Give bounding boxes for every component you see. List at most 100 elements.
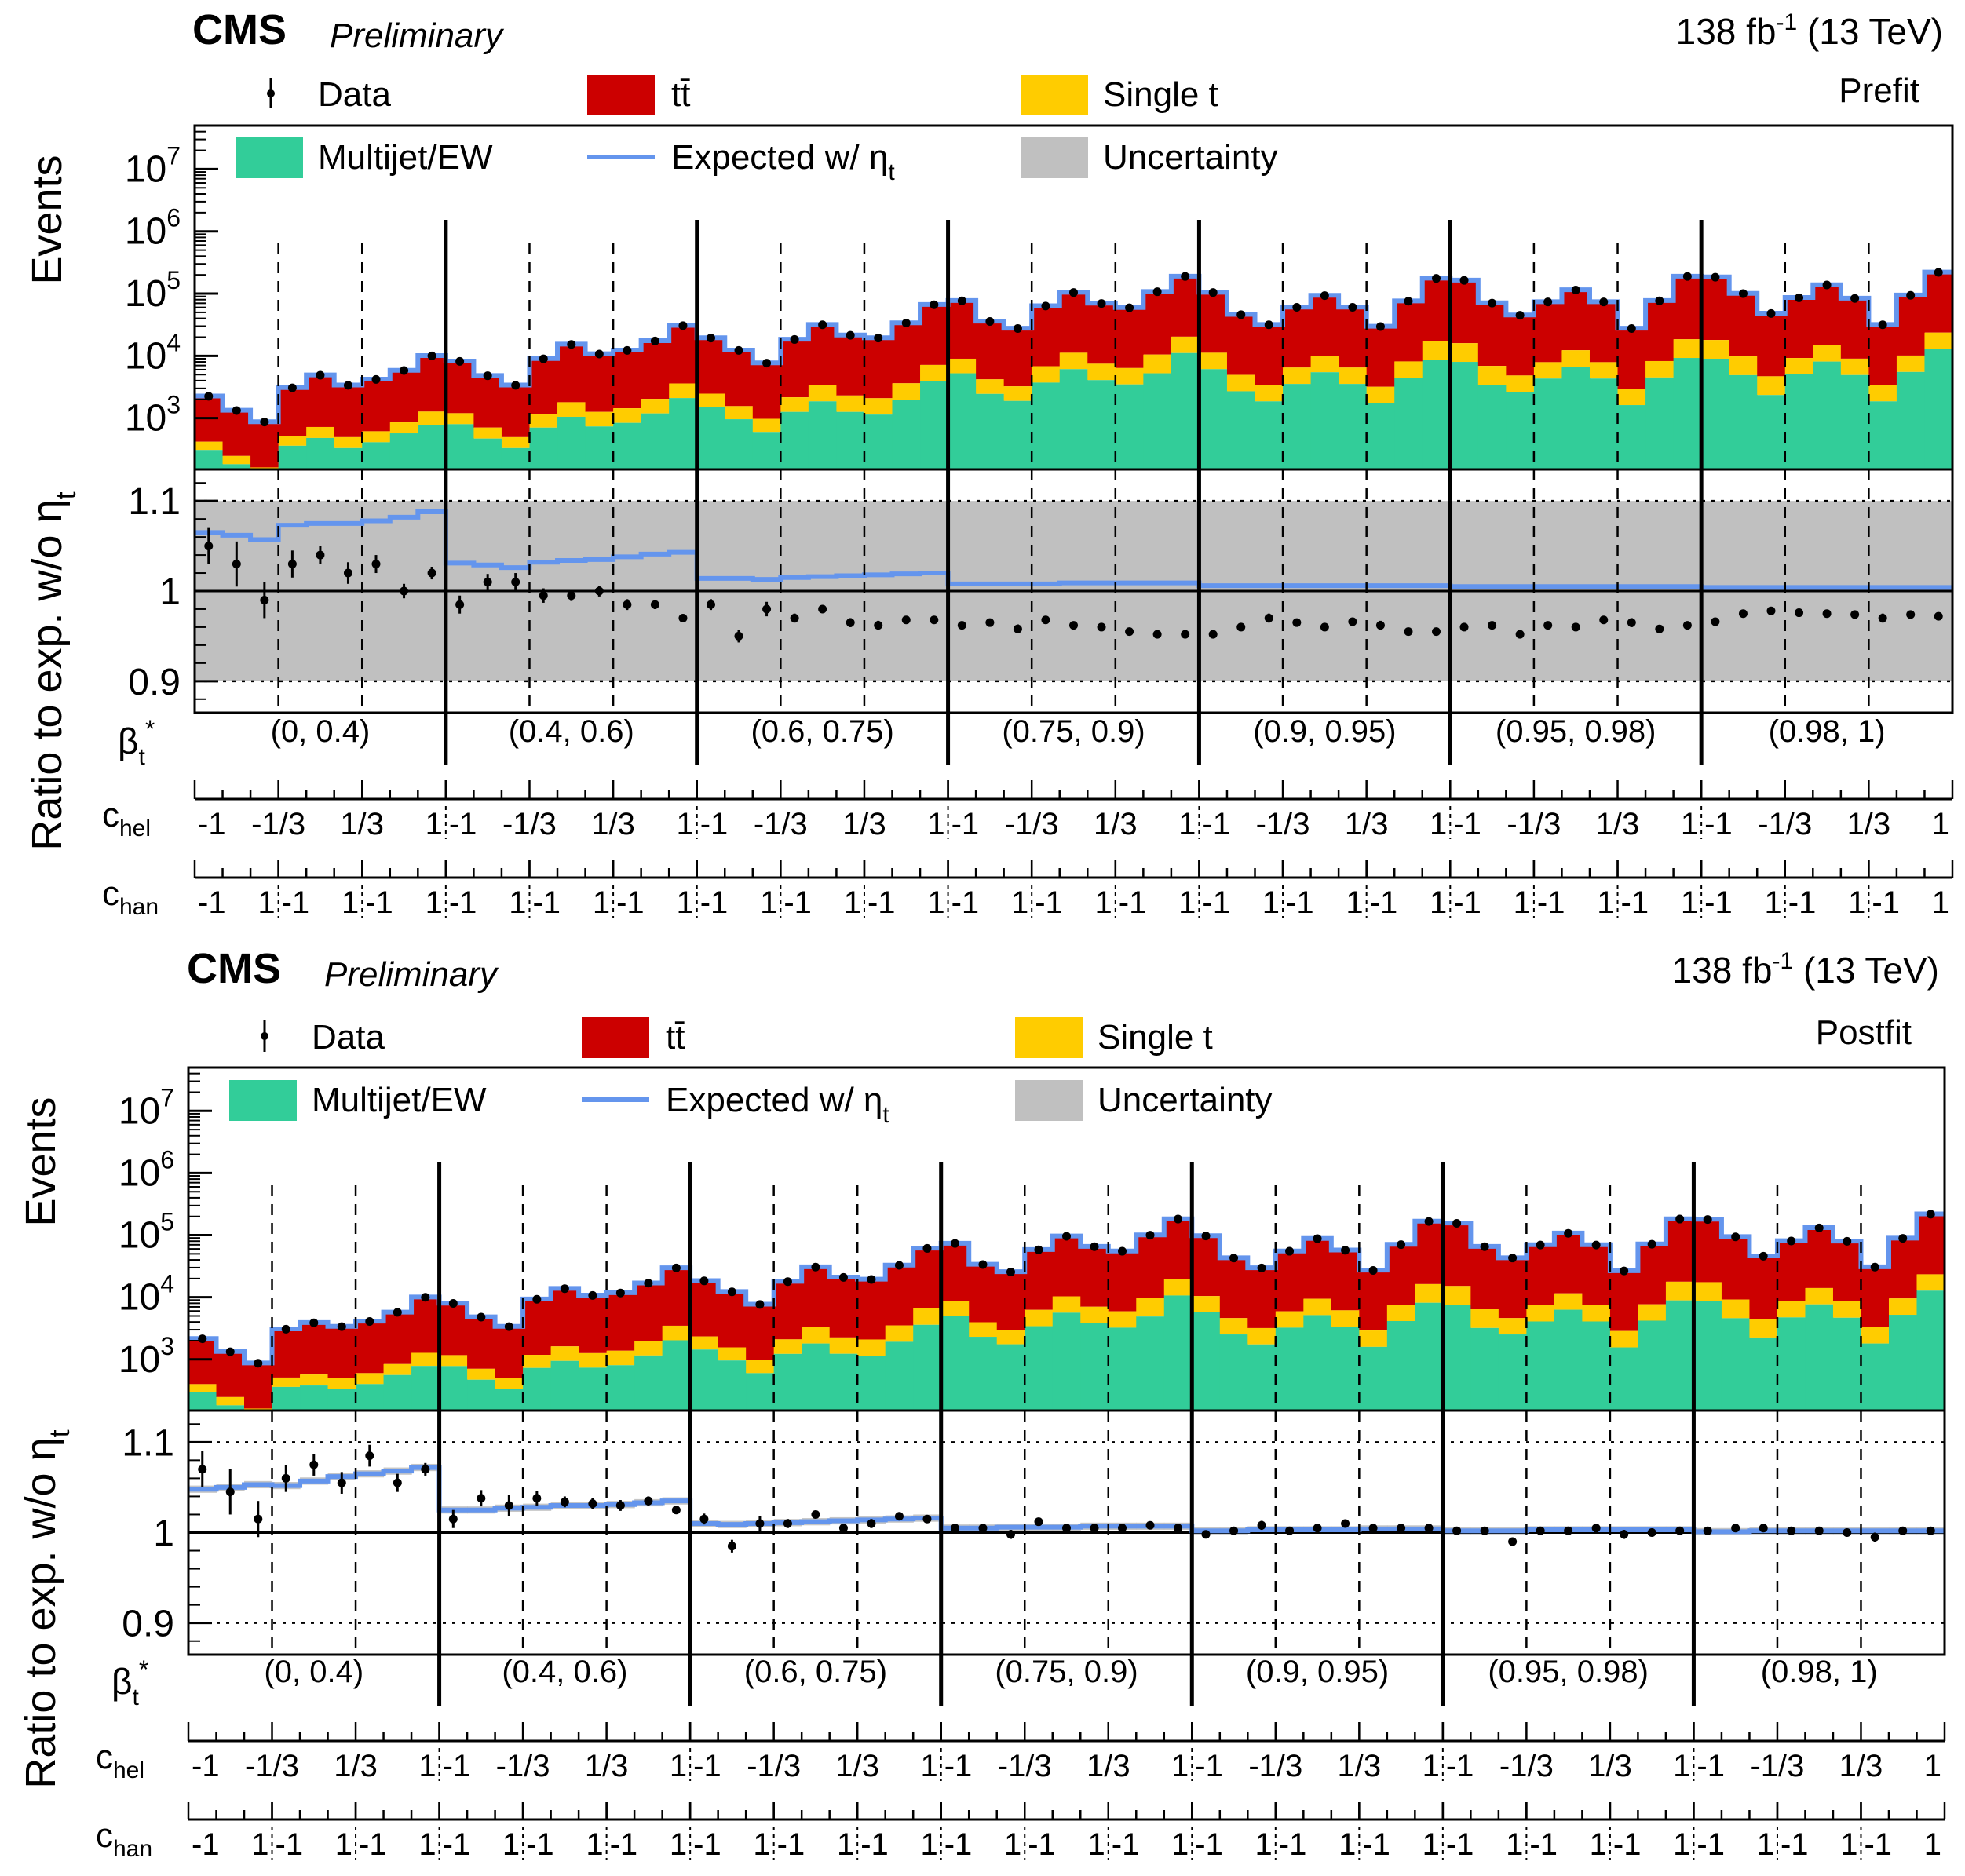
data-point bbox=[957, 296, 966, 305]
beta-bin-label: (0.6, 0.75) bbox=[751, 714, 893, 749]
legend-uncertainty-label: Uncertainty bbox=[1103, 138, 1278, 177]
data-ratio-point bbox=[1488, 621, 1497, 630]
beta-axis-label: βt* bbox=[118, 715, 155, 770]
chan-tick-label: 1 bbox=[1681, 885, 1698, 920]
data-point bbox=[1870, 1262, 1879, 1272]
chan-tick-label: 1 bbox=[1924, 1827, 1941, 1862]
ttbar-bar bbox=[1609, 1271, 1639, 1331]
chel-tick-label: 1 bbox=[920, 1749, 937, 1783]
multijet-bar bbox=[1777, 1317, 1806, 1411]
multijet-bar bbox=[1087, 380, 1116, 469]
data-point bbox=[1368, 1266, 1378, 1276]
multijet-bar bbox=[1359, 1346, 1388, 1411]
data-ratio-point bbox=[985, 618, 995, 627]
ttbar-bar bbox=[1589, 302, 1619, 363]
ttbar-bar bbox=[1554, 1233, 1583, 1294]
data-ratio-point bbox=[1822, 609, 1832, 619]
chan-tick-label: -1 bbox=[1872, 885, 1900, 920]
single-t-bar bbox=[746, 1360, 775, 1374]
single-t-bar bbox=[1032, 366, 1061, 383]
data-point bbox=[1731, 1232, 1740, 1242]
multijet-bar bbox=[1868, 401, 1897, 469]
data-ratio-point bbox=[623, 600, 632, 609]
data-point bbox=[894, 1261, 904, 1270]
chel-tick-label: 1/3 bbox=[340, 807, 384, 841]
ratio-y-tick-label: 0.9 bbox=[122, 1604, 174, 1645]
data-ratio-point bbox=[504, 1501, 513, 1510]
multijet-bar bbox=[1896, 371, 1926, 469]
ttbar-bar bbox=[773, 1282, 802, 1340]
legend-uncertainty-swatch bbox=[1015, 1080, 1083, 1121]
multijet-bar bbox=[1561, 367, 1591, 469]
chan-tick-label: -1 bbox=[1529, 1827, 1558, 1862]
data-point bbox=[1152, 287, 1162, 297]
data-ratio-point bbox=[1292, 618, 1302, 627]
legend-expected-label: Expected w/ ηt bbox=[666, 1081, 889, 1128]
single-t-bar bbox=[1645, 360, 1675, 378]
single-t-bar bbox=[327, 1378, 356, 1389]
data-point bbox=[755, 1300, 765, 1309]
data-ratio-point bbox=[811, 1509, 820, 1519]
data-ratio-point bbox=[1118, 1524, 1127, 1533]
data-ratio-point bbox=[393, 1478, 402, 1487]
data-ratio-point bbox=[483, 578, 492, 587]
preliminary-label: Preliminary bbox=[324, 955, 499, 994]
data-point bbox=[1041, 301, 1050, 311]
chan-tick-label: 1 bbox=[1255, 1827, 1273, 1862]
multijet-bar bbox=[1784, 374, 1813, 469]
data-point bbox=[1285, 1246, 1295, 1256]
ttbar-bar bbox=[1080, 1246, 1109, 1307]
chel-tick-label: 1/3 bbox=[1345, 807, 1389, 841]
chel-tick-label: 1/3 bbox=[842, 807, 886, 841]
single-t-bar bbox=[1589, 362, 1619, 379]
ratio-y-tick-label: 1 bbox=[159, 571, 181, 613]
data-point bbox=[706, 334, 715, 343]
single-t-bar bbox=[278, 436, 307, 446]
single-t-bar bbox=[1561, 350, 1591, 367]
multijet-bar bbox=[1052, 1312, 1081, 1411]
single-t-bar bbox=[864, 398, 893, 415]
ttbar-bar bbox=[1757, 314, 1786, 377]
multijet-bar bbox=[1582, 1321, 1611, 1411]
multijet-bar bbox=[1665, 1300, 1695, 1411]
ttbar-bar bbox=[808, 325, 838, 385]
multijet-bar bbox=[523, 1367, 552, 1411]
data-ratio-point bbox=[1620, 1530, 1629, 1539]
multijet-bar bbox=[1136, 1316, 1165, 1411]
chan-tick-label: -1 bbox=[526, 1827, 554, 1862]
data-ratio-point bbox=[867, 1519, 876, 1528]
data-point bbox=[1459, 276, 1469, 285]
ttbar-bar bbox=[1470, 1246, 1499, 1310]
chan-tick-label: -1 bbox=[1202, 885, 1230, 920]
multijet-bar bbox=[473, 438, 502, 469]
data-point bbox=[1181, 272, 1190, 281]
ttbar-bar bbox=[300, 1323, 329, 1375]
ttbar-bar bbox=[857, 1279, 886, 1340]
ttbar-bar bbox=[529, 359, 558, 415]
data-ratio-point bbox=[232, 560, 241, 569]
data-ratio-point bbox=[846, 618, 855, 627]
legend-single-t-swatch bbox=[1015, 1017, 1083, 1058]
chel-tick-label: 1/3 bbox=[1338, 1749, 1382, 1783]
single-t-bar bbox=[1721, 1299, 1751, 1319]
multijet-bar bbox=[725, 419, 754, 469]
single-t-bar bbox=[892, 383, 921, 400]
ttbar-bar bbox=[1415, 1221, 1444, 1284]
single-t-bar bbox=[948, 358, 977, 374]
chel-tick-label: -1/3 bbox=[502, 807, 557, 841]
multijet-bar bbox=[1470, 1327, 1499, 1411]
data-point bbox=[427, 351, 436, 360]
data-point bbox=[1843, 1236, 1852, 1246]
beta-bin-label: (0.4, 0.6) bbox=[502, 1655, 627, 1689]
data-ratio-point bbox=[371, 560, 381, 569]
ttbar-bar bbox=[327, 1327, 356, 1378]
data-ratio-point bbox=[1731, 1524, 1740, 1533]
data-ratio-point bbox=[281, 1473, 290, 1483]
single-t-bar bbox=[1450, 343, 1479, 363]
data-ratio-point bbox=[1627, 618, 1636, 627]
data-ratio-point bbox=[1655, 624, 1664, 633]
ttbar-bar bbox=[1255, 325, 1284, 385]
ttbar-bar bbox=[216, 1352, 245, 1397]
ttbar-bar bbox=[1226, 315, 1256, 375]
chan-tick-label: 1 bbox=[335, 1827, 352, 1862]
